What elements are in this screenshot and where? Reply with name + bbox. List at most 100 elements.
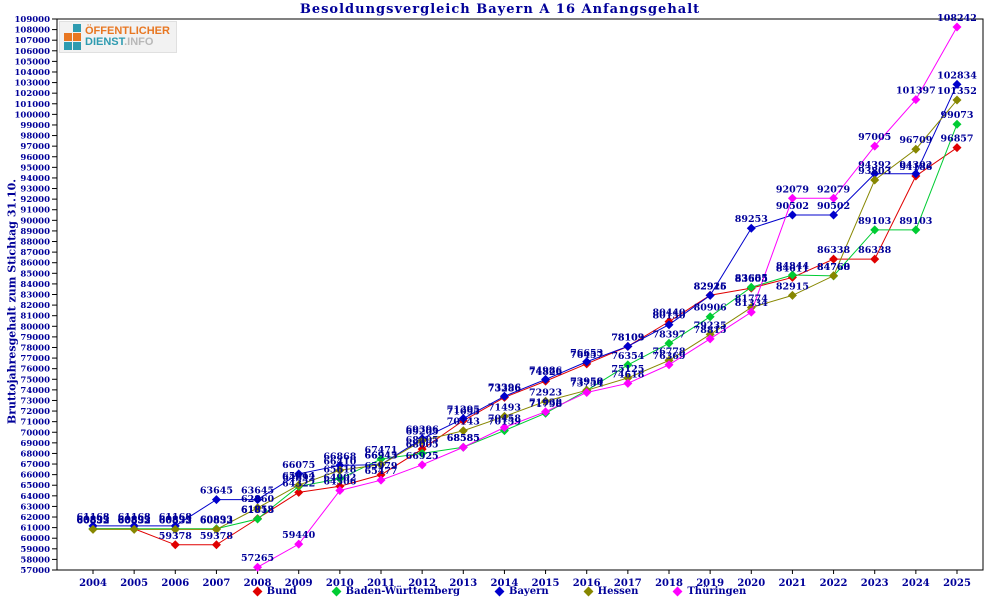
y-tick-label: 98000	[20, 132, 50, 142]
y-tick-label: 59000	[20, 545, 50, 555]
data-point-label: 64892	[282, 472, 315, 483]
legend-label: Bayern	[509, 586, 549, 597]
data-point	[664, 360, 674, 370]
data-point-label: 60832	[76, 515, 109, 526]
data-point-label: 67471	[364, 445, 397, 456]
x-tick-label: 2020	[737, 578, 765, 589]
data-point-label: 73958	[570, 376, 603, 387]
y-tick-label: 84000	[20, 280, 50, 290]
y-tick-label: 67000	[20, 460, 50, 470]
data-point	[294, 487, 304, 497]
data-point	[746, 282, 756, 292]
x-tick-label: 2016	[573, 578, 601, 589]
data-point	[623, 373, 633, 383]
y-tick-label: 71000	[20, 418, 50, 428]
data-point	[911, 169, 921, 179]
data-point	[952, 95, 962, 105]
data-point-label: 61168	[76, 512, 109, 523]
data-point-label: 79235	[694, 320, 727, 331]
data-point-label: 68405	[406, 435, 439, 446]
series-line-Bayern	[93, 84, 958, 527]
data-point-label: 60893	[200, 515, 233, 526]
y-tick-label: 95000	[20, 163, 50, 173]
data-point-label: 65979	[364, 461, 397, 472]
data-point-label: 90502	[817, 201, 850, 212]
data-point	[458, 442, 468, 452]
y-tick-label: 58000	[20, 555, 50, 565]
x-tick-label: 2009	[285, 578, 313, 589]
data-point	[870, 175, 880, 185]
data-point-label: 94392	[858, 160, 891, 171]
y-tick-label: 81000	[20, 312, 50, 322]
y-tick-label: 87000	[20, 248, 50, 258]
x-tick-label: 2006	[161, 578, 189, 589]
data-point	[499, 391, 509, 401]
x-tick-label: 2012	[408, 578, 436, 589]
data-point	[664, 338, 674, 348]
series-line-Bund	[93, 147, 958, 546]
y-tick-label: 94000	[20, 174, 50, 184]
legend-item-Bund[interactable]: Bund	[252, 586, 297, 597]
y-tick-label: 100000	[15, 110, 51, 120]
data-point-label: 89103	[858, 216, 891, 227]
y-tick-label: 109000	[15, 15, 51, 25]
data-point	[541, 396, 551, 406]
data-point-label: 65014	[282, 471, 315, 482]
data-point-label: 75125	[611, 364, 644, 375]
data-point-label: 86338	[858, 245, 891, 256]
x-tick-label: 2011	[367, 578, 395, 589]
x-tick-label: 2015	[532, 578, 560, 589]
data-point-label: 82926	[694, 281, 727, 292]
data-point	[870, 141, 880, 151]
data-point-label: 73286	[488, 383, 521, 394]
data-point	[705, 334, 715, 344]
data-point-label: 61168	[159, 512, 192, 523]
x-tick-label: 2014	[491, 578, 519, 589]
data-point	[88, 524, 98, 534]
x-tick-label: 2021	[779, 578, 807, 589]
legend-label: Baden-Württemberg	[345, 586, 460, 597]
legend-item-Thüringen[interactable]: Thüringen	[672, 586, 746, 597]
x-axis: 2004 2005 2006 2007 2008 2009 2010 2011 2012 2013…	[79, 570, 971, 589]
data-point-label: 96857	[940, 134, 973, 145]
data-point-label: 73950	[570, 376, 603, 387]
data-point-label: 62860	[241, 494, 274, 505]
data-point-label: 78397	[652, 329, 685, 340]
data-point-label: 60893	[118, 515, 151, 526]
y-tick-label: 101000	[15, 100, 51, 110]
site-logo[interactable]: ÖFFENTLICHER DIENST.INFO	[59, 21, 177, 53]
data-point-label: 93803	[858, 166, 891, 177]
y-tick-label: 83000	[20, 291, 50, 301]
y-tick-label: 93000	[20, 185, 50, 195]
data-point-label: 60832	[159, 515, 192, 526]
data-point-label: 82915	[694, 281, 727, 292]
y-tick-label: 86000	[20, 259, 50, 269]
y-tick-label: 77000	[20, 354, 50, 364]
logo-line1: ÖFFENTLICHER	[85, 25, 170, 37]
legend-marker-icon	[331, 586, 342, 597]
data-point-label: 63645	[241, 486, 274, 497]
data-point-label: 68585	[447, 433, 480, 444]
data-point-label: 90502	[776, 201, 809, 212]
legend-item-Bayern[interactable]: Bayern	[494, 586, 549, 597]
data-point-label: 69396	[406, 425, 439, 436]
plot-frame	[56, 18, 984, 571]
data-point	[170, 540, 180, 550]
y-tick-label: 108000	[15, 26, 51, 36]
data-point-label: 84611	[776, 263, 809, 274]
y-tick-label: 89000	[20, 227, 50, 237]
legend-item-Hessen[interactable]: Hessen	[583, 586, 638, 597]
data-point	[952, 22, 962, 32]
y-tick-label: 74000	[20, 386, 50, 396]
y-tick-label: 68000	[20, 449, 50, 459]
y-tick-label: 63000	[20, 502, 50, 512]
data-point-label: 74618	[611, 369, 644, 380]
legend-item-Baden-Württemberg[interactable]: Baden-Württemberg	[331, 586, 460, 597]
data-point-label: 63645	[200, 486, 233, 497]
data-point-label: 81334	[735, 298, 768, 309]
data-point-label: 66943	[364, 451, 397, 462]
data-point	[829, 254, 839, 264]
data-point-label: 101397	[896, 86, 936, 97]
data-point	[582, 387, 592, 397]
